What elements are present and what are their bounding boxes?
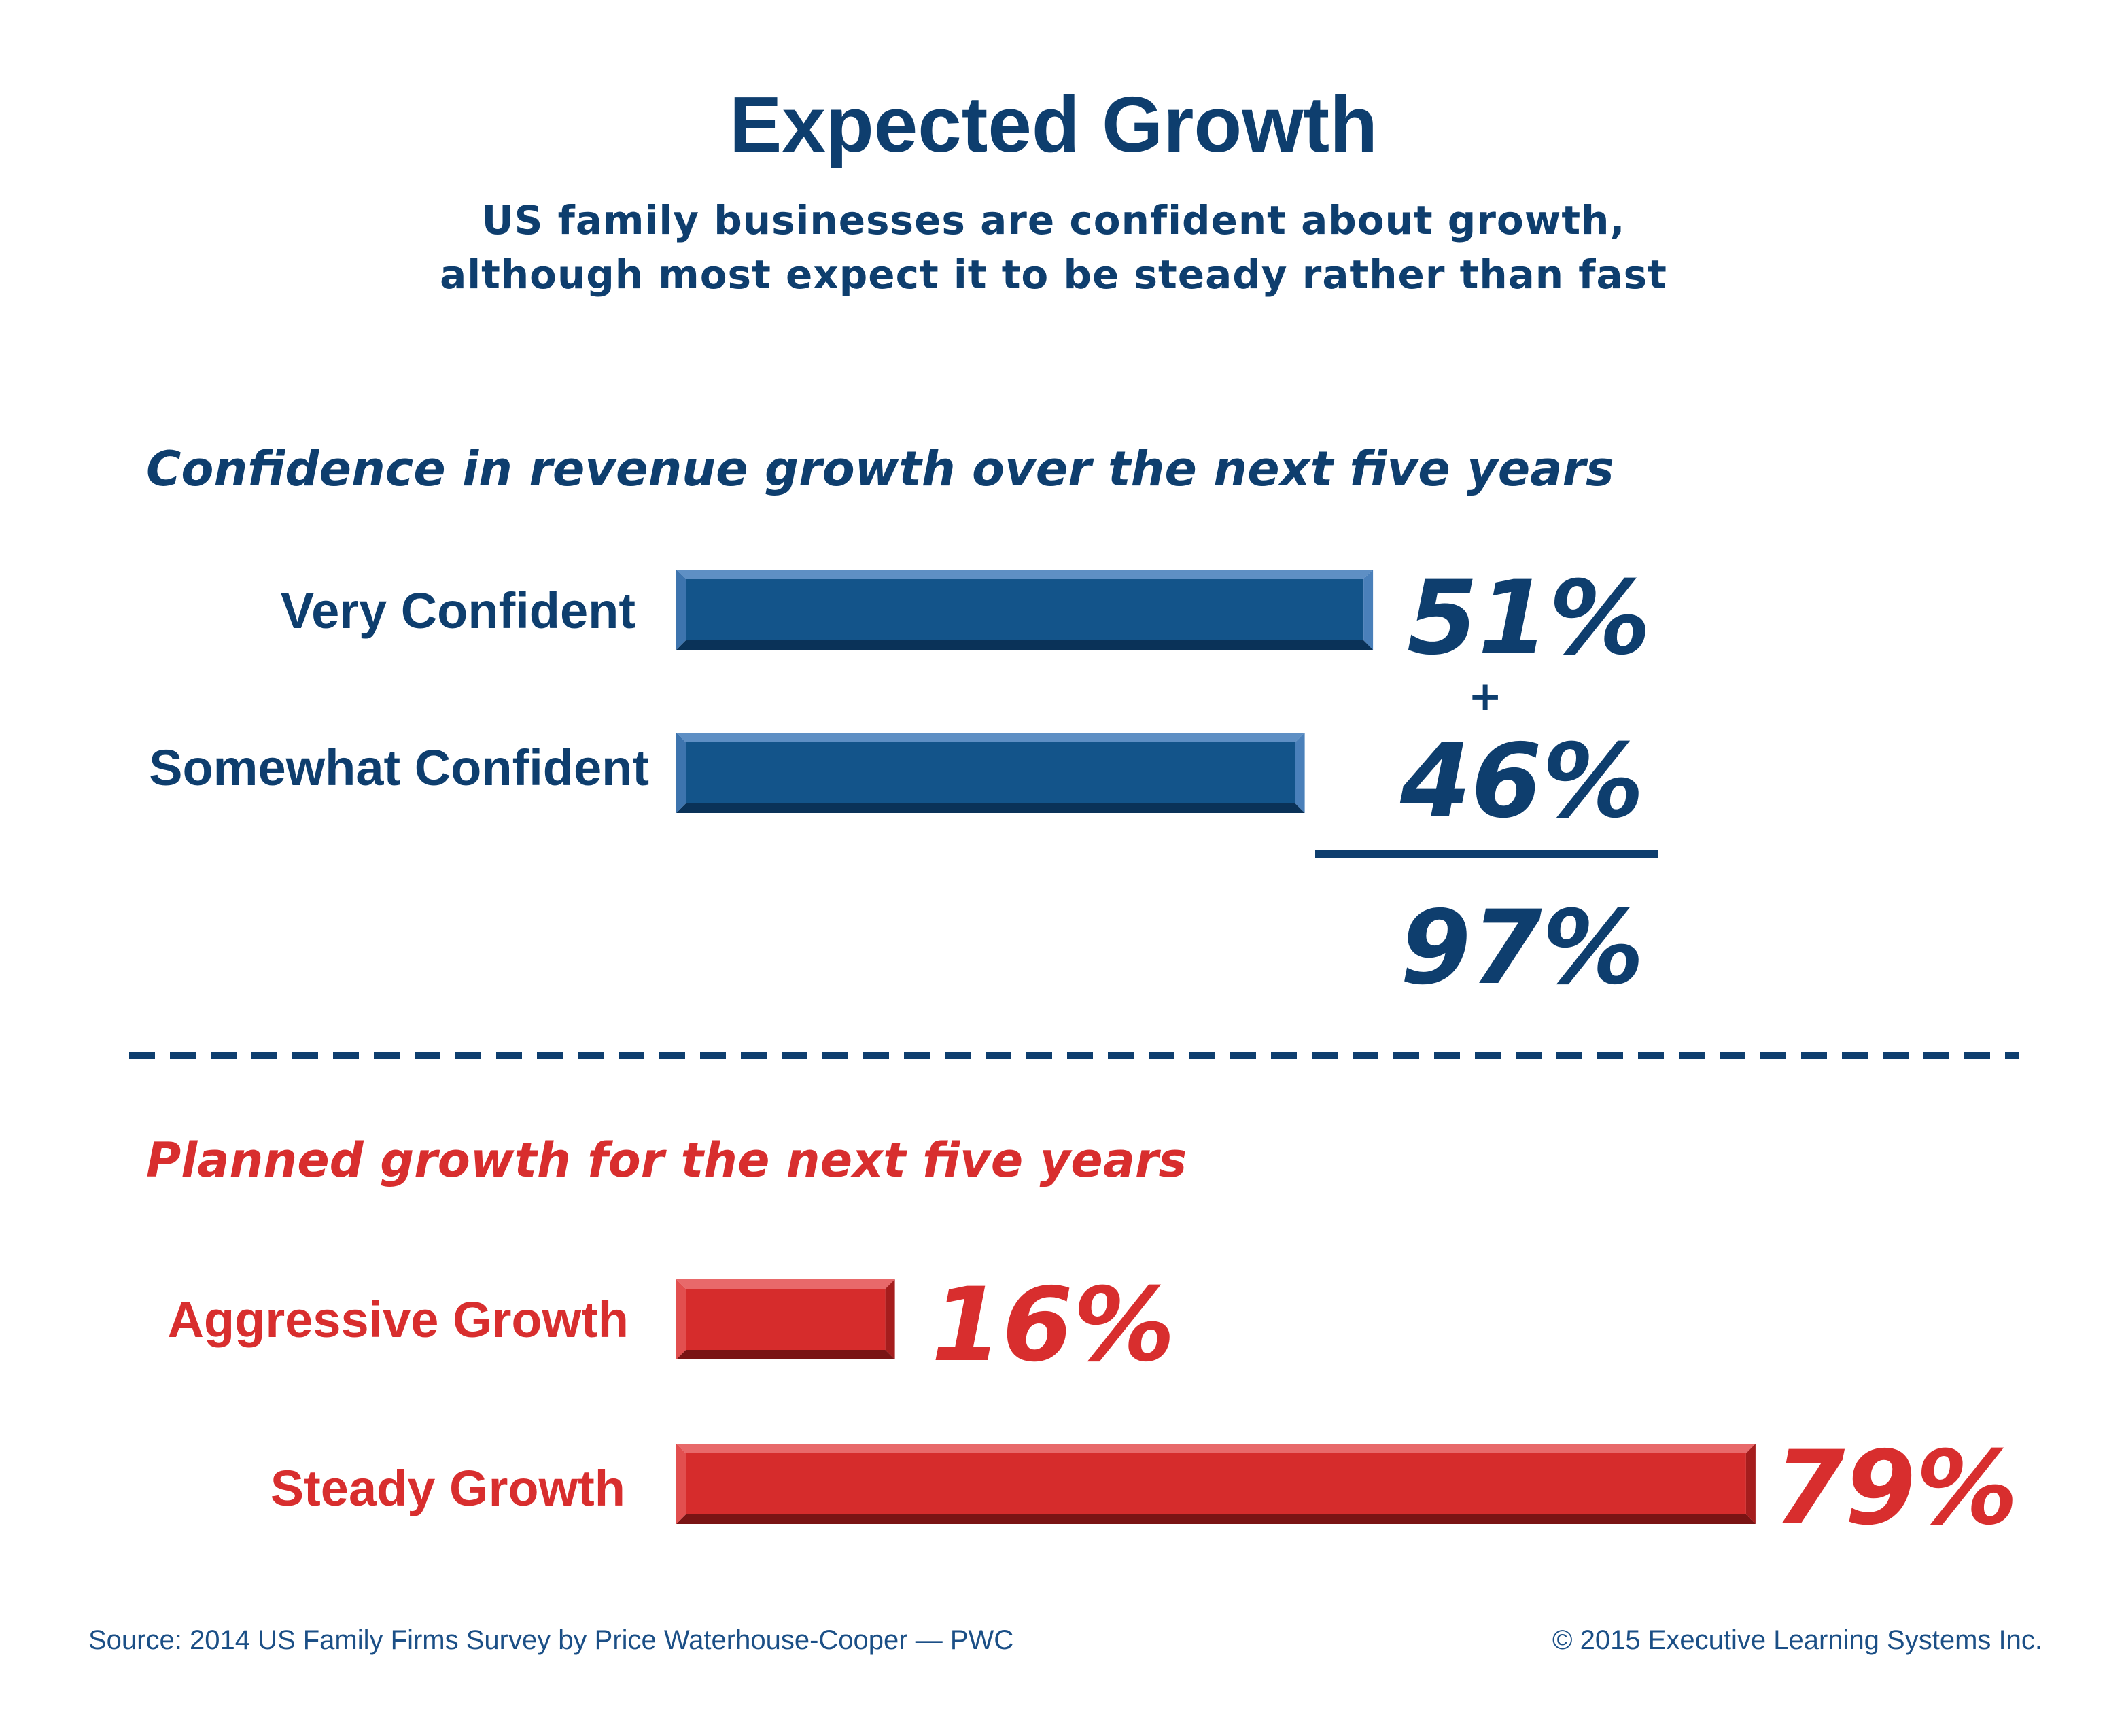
category-label-steady-growth: Steady Growth (270, 1460, 625, 1516)
chart-title: Expected Growth (729, 80, 1378, 169)
bar-steady-growth (676, 1444, 1756, 1524)
value-label-very-confident: 51% (1407, 559, 1652, 678)
subtitle-line-1: US family businesses are confident about… (481, 197, 1626, 243)
planned-growth-section-title: Planned growth for the next five years (146, 1132, 1187, 1188)
value-label-steady-growth: 79% (1774, 1429, 2019, 1548)
value-label-aggressive-growth: 16% (931, 1266, 1176, 1385)
category-label-somewhat-confident: Somewhat Confident (149, 740, 649, 796)
bar-very-confident (676, 570, 1374, 650)
subtitle-line-2: although most expect it to be steady rat… (440, 251, 1667, 298)
category-label-aggressive-growth: Aggressive Growth (167, 1291, 629, 1348)
bar-aggressive-growth (676, 1279, 895, 1359)
footer-copyright: © 2015 Executive Learning Systems Inc. (1552, 1625, 2042, 1655)
bar-somewhat-confident (676, 733, 1305, 813)
plus-sign: + (1468, 673, 1503, 721)
category-label-very-confident: Very Confident (280, 583, 635, 639)
value-label-somewhat-confident: 46% (1400, 723, 1645, 841)
confidence-section-title: Confidence in revenue growth over the ne… (146, 441, 1614, 497)
total-label: 97% (1400, 889, 1645, 1007)
footer-source: Source: 2014 US Family Firms Survey by P… (88, 1625, 1014, 1655)
